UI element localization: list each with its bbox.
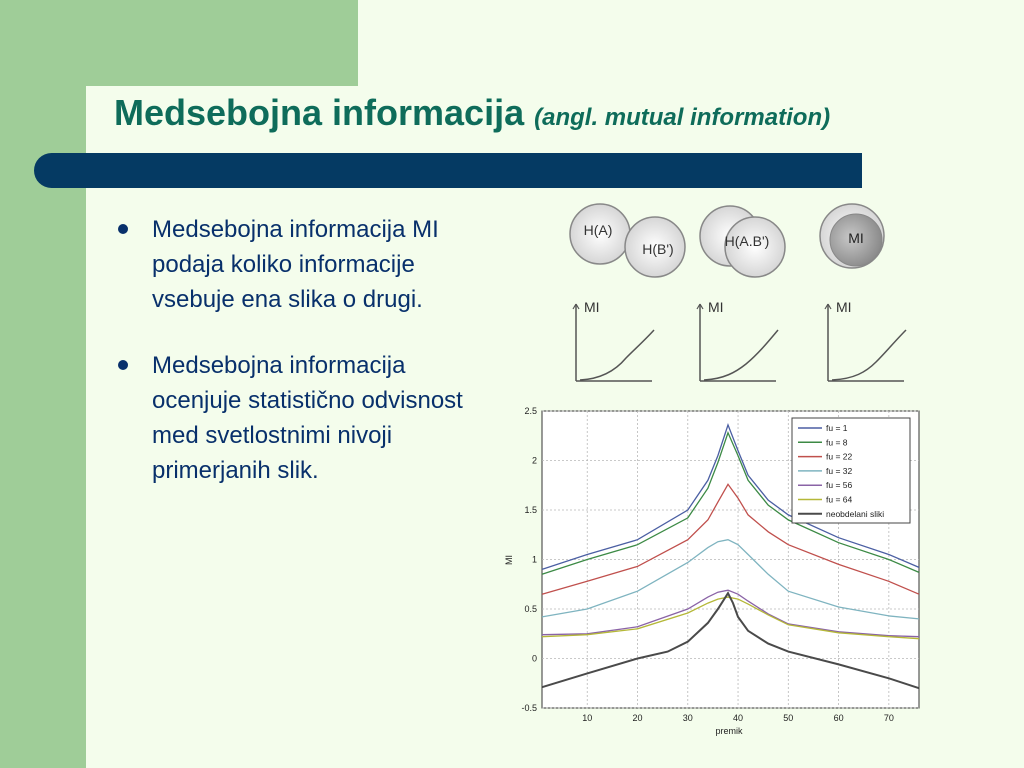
series-line <box>541 589 920 638</box>
y-tick-label: 1 <box>532 555 537 565</box>
legend-label: fu = 8 <box>826 437 848 447</box>
venn-diagrams: H(A) H(B') H(A.B') MI <box>569 203 885 278</box>
y-tick-label: 1.5 <box>524 505 537 515</box>
venn-label-mi: MI <box>848 230 864 246</box>
venn-disjoint: H(A) H(B') <box>569 203 686 278</box>
x-tick-label: 70 <box>884 713 894 723</box>
mini-plot-label: MI <box>584 299 600 315</box>
top-green-band <box>0 0 358 86</box>
mini-plot-label: MI <box>836 299 852 315</box>
venn-label-hb: H(B') <box>642 241 673 257</box>
y-tick-label: -0.5 <box>521 703 537 713</box>
x-tick-label: 30 <box>683 713 693 723</box>
y-tick-label: 2 <box>532 456 537 466</box>
y-tick-label: 0 <box>532 654 537 664</box>
venn-mi: MI <box>819 203 885 269</box>
series-line <box>541 539 920 620</box>
venn-label-ha: H(A) <box>584 222 613 238</box>
bullet-item: Medsebojna informacija MI podaja koliko … <box>112 212 472 317</box>
chart-xlabel: premik <box>715 726 743 736</box>
legend-label: fu = 32 <box>826 466 853 476</box>
y-tick-label: 2.5 <box>524 406 537 416</box>
title-subtitle: (angl. mutual information) <box>534 104 831 131</box>
series-line <box>541 422 920 571</box>
mini-plot-1: MI <box>572 299 655 382</box>
mini-plot-3: MI <box>824 299 907 382</box>
series-line <box>541 483 920 595</box>
mi-line-chart: -0.5 0 0.5 1 1.5 2 2.5 10 20 30 40 50 60 70 MI premi… <box>504 406 920 736</box>
title-main: Medsebojna informacija <box>114 92 525 133</box>
title-underline-bar <box>34 153 862 188</box>
bullet-list: Medsebojna informacija MI podaja koliko … <box>112 212 472 519</box>
chart-ylabel: MI <box>504 555 514 565</box>
bullet-dot-icon <box>118 360 128 370</box>
series-line <box>541 431 920 575</box>
venn-overlap: H(A.B') <box>699 205 786 278</box>
bullet-item: Medsebojna informacija ocenjuje statisti… <box>112 348 472 488</box>
legend-label: fu = 56 <box>826 480 853 490</box>
mini-plot-label: MI <box>708 299 724 315</box>
x-tick-label: 40 <box>733 713 743 723</box>
x-tick-label: 50 <box>783 713 793 723</box>
chart-series <box>541 422 920 690</box>
slide-title: Medsebojna informacija (angl. mutual info… <box>114 92 830 134</box>
x-tick-label: 10 <box>582 713 592 723</box>
chart-legend: fu = 1 fu = 8 fu = 22 fu = 32 fu = 56 fu = 64… <box>791 417 911 524</box>
chart-y-ticks: -0.5 0 0.5 1 1.5 2 2.5 <box>521 406 537 713</box>
bullet-text: Medsebojna informacija MI podaja koliko … <box>152 216 439 313</box>
x-tick-label: 20 <box>632 713 642 723</box>
mini-plot-2: MI <box>696 299 779 382</box>
bullet-dot-icon <box>118 224 128 234</box>
legend-label: neobdelani sliki <box>826 509 884 519</box>
series-line <box>541 591 920 690</box>
legend-label: fu = 22 <box>826 452 853 462</box>
legend-label: fu = 1 <box>826 423 848 433</box>
series-line <box>541 596 920 640</box>
legend-label: fu = 64 <box>826 495 853 505</box>
venn-label-hab: H(A.B') <box>725 233 770 249</box>
bullet-text: Medsebojna informacija ocenjuje statisti… <box>152 352 463 484</box>
y-tick-label: 0.5 <box>524 604 537 614</box>
x-tick-label: 60 <box>834 713 844 723</box>
chart-x-ticks: 10 20 30 40 50 60 70 <box>582 713 894 723</box>
side-green-band <box>0 0 86 768</box>
mini-mi-plots: MI MI MI <box>572 299 907 382</box>
